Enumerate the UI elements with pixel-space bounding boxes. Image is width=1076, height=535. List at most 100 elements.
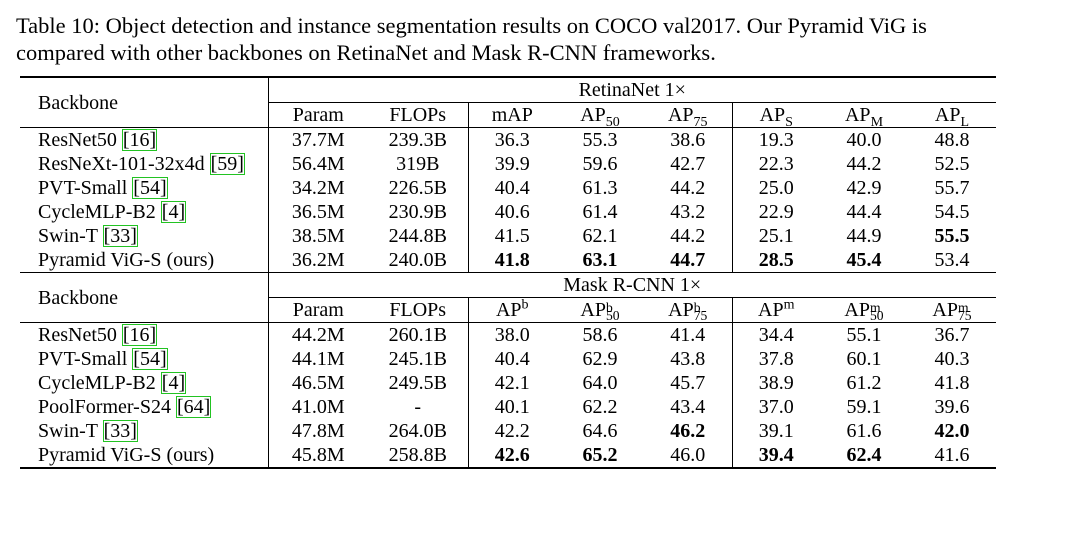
table-row: PVT-Small [54] 34.2M 226.5B 40.4 61.3 44… — [20, 176, 996, 200]
cell-apm: 37.8 — [731, 347, 820, 371]
table-row: ResNet50 [16] 44.2M 260.1B 38.0 58.6 41.… — [20, 322, 996, 347]
cell-apb: 42.2 — [467, 419, 556, 443]
cell-param: 38.5M — [267, 224, 368, 248]
citation-link[interactable]: [54] — [132, 177, 168, 199]
cell-apm: 44.2 — [846, 153, 882, 175]
cell-param: 36.5M — [267, 200, 368, 224]
cell-ap50: 63.1 — [582, 249, 618, 271]
cell-aps: 22.9 — [731, 200, 820, 224]
cell-apl: 53.4 — [934, 249, 970, 271]
cell-apm: 37.0 — [731, 395, 820, 419]
table-row: PVT-Small [54] 44.1M 245.1B 40.4 62.9 43… — [20, 347, 996, 371]
cell-apb50: 64.0 — [582, 372, 618, 394]
cell-apm50: 60.1 — [846, 348, 882, 370]
cell-flops: 319B — [396, 153, 440, 175]
col-apl: APL — [908, 102, 996, 130]
citation-link[interactable]: [16] — [121, 324, 158, 346]
citation-link[interactable]: [64] — [175, 396, 212, 418]
citation-link[interactable]: [54] — [132, 348, 168, 370]
cell-apm75: 41.8 — [934, 372, 970, 394]
backbone-header: Backbone — [20, 76, 268, 128]
cell-apb50: 58.6 — [556, 322, 644, 347]
cell-apm75: 39.6 — [934, 396, 970, 418]
cell-apm75: 42.0 — [934, 420, 970, 442]
col-apm: APM — [820, 102, 908, 130]
cell-apm50: 59.1 — [846, 396, 882, 418]
cell-map: 36.3 — [467, 127, 556, 152]
citation-link[interactable]: [33] — [102, 225, 138, 247]
table-row: Pyramid ViG-S (ours) 36.2M 240.0B 41.8 6… — [20, 248, 996, 273]
backbone-name: PVT-Small [54] — [38, 348, 168, 370]
caption-line-1: Table 10: Object detection and instance … — [16, 13, 927, 38]
col-ap75: AP75 — [644, 102, 732, 130]
cell-aps: 19.3 — [731, 127, 820, 152]
cell-flops: 258.8B — [368, 443, 468, 469]
citation-link[interactable]: [4] — [160, 201, 187, 223]
cell-map: 40.4 — [467, 176, 556, 200]
cell-apb50: 62.2 — [582, 396, 618, 418]
col-apb: APb — [467, 297, 556, 323]
cell-apb75: 46.0 — [644, 443, 732, 469]
col-flops: FLOPs — [368, 102, 468, 128]
backbone-name: ResNet50 [16] — [20, 322, 268, 347]
cell-apl: 55.7 — [934, 177, 970, 199]
table-row: ResNet50 [16] 37.7M 239.3B 36.3 55.3 38.… — [20, 127, 996, 152]
cell-aps: 25.1 — [731, 224, 820, 248]
cell-flops: 244.8B — [388, 225, 447, 247]
cell-flops: 260.1B — [368, 322, 468, 347]
cell-apm75: 36.7 — [908, 322, 996, 347]
col-apm: APm — [731, 297, 820, 323]
col-apm75: AP m 75 — [908, 297, 996, 323]
cell-aps: 22.3 — [731, 152, 820, 176]
citation-link[interactable]: [16] — [121, 129, 158, 151]
citation-link[interactable]: [59] — [209, 153, 245, 175]
cell-ap50: 59.6 — [582, 153, 618, 175]
caption-line-2: compared with other backbones on RetinaN… — [16, 40, 716, 65]
table-row: PoolFormer-S24 [64] 41.0M - 40.1 62.2 43… — [20, 395, 996, 419]
cell-ap75: 42.7 — [670, 153, 706, 175]
citation-link[interactable]: [33] — [102, 420, 138, 442]
cell-ap75: 43.2 — [670, 201, 706, 223]
col-apm50: AP m 50 — [820, 297, 908, 323]
cell-apm75: 40.3 — [934, 348, 970, 370]
cell-apm: 38.9 — [731, 371, 820, 395]
backbone-name: CycleMLP-B2 [4] — [38, 201, 187, 223]
cell-flops: 226.5B — [388, 177, 447, 199]
cell-param: 36.2M — [267, 248, 368, 273]
retinanet-header-row-1: Backbone RetinaNet 1× — [20, 76, 996, 128]
cell-param: 56.4M — [267, 152, 368, 176]
cell-apm75: 41.6 — [908, 443, 996, 469]
cell-apm: 42.9 — [846, 177, 882, 199]
col-apb75: AP b 75 — [644, 297, 732, 323]
cell-apb50: 64.6 — [582, 420, 618, 442]
backbone-name: Pyramid ViG-S (ours) — [20, 443, 268, 469]
cell-ap75: 44.2 — [670, 177, 706, 199]
cell-apl: 48.8 — [908, 127, 996, 152]
cell-apb: 42.6 — [467, 443, 556, 469]
col-flops: FLOPs — [368, 297, 468, 323]
backbone-name: Swin-T [33] — [38, 225, 138, 247]
cell-apm50: 61.2 — [846, 372, 882, 394]
backbone-name: PoolFormer-S24 [64] — [38, 396, 212, 418]
cell-param: 44.2M — [267, 322, 368, 347]
cell-flops: 249.5B — [388, 372, 447, 394]
cell-map: 39.9 — [467, 152, 556, 176]
col-param: Param — [267, 297, 368, 323]
backbone-name: ResNet50 [16] — [20, 127, 268, 152]
cell-apb75: 46.2 — [670, 420, 706, 442]
cell-map: 41.5 — [467, 224, 556, 248]
cell-apb: 40.4 — [467, 347, 556, 371]
backbone-name: Swin-T [33] — [38, 420, 138, 442]
cell-apb75: 43.4 — [670, 396, 706, 418]
citation-link[interactable]: [4] — [160, 372, 187, 394]
retinanet-header-row-2: Param FLOPs mAP AP50 AP75 APS APM APL — [20, 102, 996, 130]
cell-apb: 40.1 — [467, 395, 556, 419]
cell-param: 41.0M — [267, 395, 368, 419]
col-aps: APS — [731, 102, 820, 130]
maskrcnn-group-header: Mask R-CNN 1× — [267, 272, 996, 298]
cell-param: 34.2M — [267, 176, 368, 200]
cell-aps: 25.0 — [731, 176, 820, 200]
backbone-header: Backbone — [20, 272, 268, 323]
cell-ap75: 38.6 — [644, 127, 732, 152]
table-caption: Table 10: Object detection and instance … — [16, 12, 1056, 66]
